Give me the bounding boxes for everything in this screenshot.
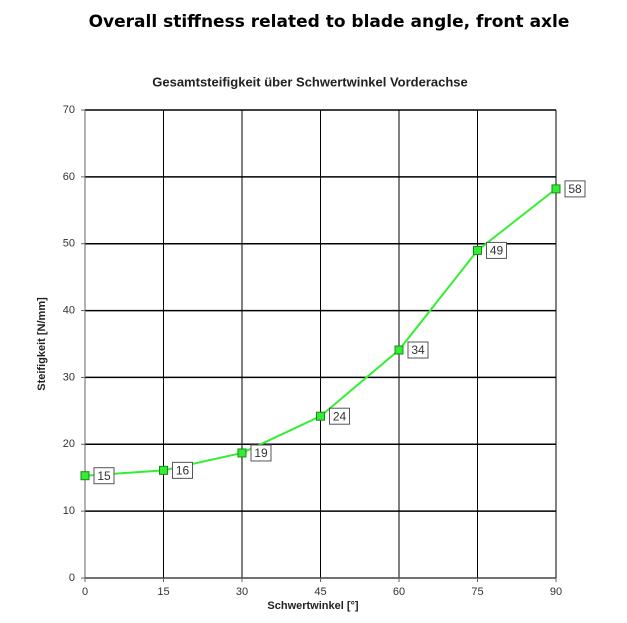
data-label-box <box>329 407 350 425</box>
x-tick-label: 45 <box>314 586 326 598</box>
y-tick-label: 20 <box>63 438 75 450</box>
data-point <box>237 448 247 458</box>
x-tick-label: 15 <box>157 586 169 598</box>
x-tick-label: 60 <box>393 586 405 598</box>
y-tick-label: 0 <box>69 572 75 584</box>
data-label: 58 <box>568 182 582 196</box>
data-point <box>316 411 325 421</box>
data-label: 16 <box>176 464 190 478</box>
data-label-box <box>407 341 429 359</box>
y-tick-label: 40 <box>63 304 75 316</box>
data-point <box>80 471 90 481</box>
data-point <box>159 465 168 475</box>
x-axis-label: Schwertwinkel [°] <box>267 600 359 612</box>
data-label-box <box>250 444 272 462</box>
page-heading: Overall stiffness related to blade angle… <box>89 12 570 32</box>
data-label-box <box>486 241 507 259</box>
x-tick-label: 30 <box>236 586 248 598</box>
data-label: 49 <box>490 244 504 258</box>
data-point <box>551 184 561 194</box>
x-tick-label: 90 <box>550 586 562 598</box>
y-tick-label: 70 <box>63 104 75 116</box>
y-tick-label: 10 <box>63 505 75 517</box>
y-axis-label: Steifigkeit [N/mm] <box>36 297 48 391</box>
y-tick-label: 60 <box>63 171 75 183</box>
data-label: 24 <box>333 409 347 423</box>
data-point <box>473 245 482 255</box>
data-label: 34 <box>411 343 425 357</box>
data-label-box <box>93 467 115 485</box>
x-tick-label: 75 <box>471 586 483 598</box>
data-label: 19 <box>254 446 268 460</box>
data-point <box>394 345 404 355</box>
chart-title: Gesamtsteifigkeit über Schwertwinkel Vor… <box>152 74 468 89</box>
y-tick-label: 50 <box>63 238 75 250</box>
x-tick-label: 0 <box>82 586 88 598</box>
data-label: 15 <box>97 469 111 483</box>
data-label-box <box>564 180 586 198</box>
y-tick-label: 30 <box>63 371 75 383</box>
data-label-box <box>172 461 193 479</box>
